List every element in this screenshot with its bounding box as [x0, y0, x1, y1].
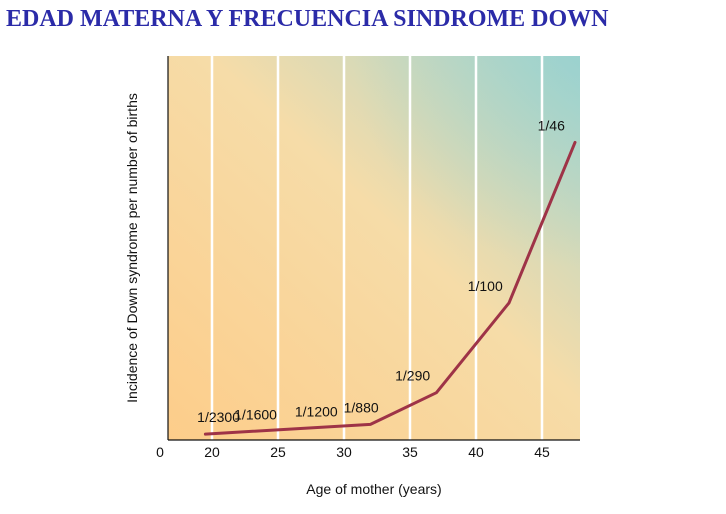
x-axis-label: Age of mother (years) [306, 481, 441, 497]
data-label-5: 1/290 [395, 368, 430, 384]
data-label-3: 1/1200 [295, 404, 338, 420]
x-tick-label-35: 35 [402, 444, 418, 460]
plot-background-glow [168, 56, 580, 440]
series-line [203, 140, 577, 436]
x-tick-labels: 0 20 25 30 35 40 45 [156, 444, 550, 460]
data-label-2: 1/1600 [234, 406, 277, 422]
page-title: EDAD MATERNA Y FRECUENCIA SINDROME DOWN [6, 6, 609, 32]
data-label-4: 1/880 [344, 399, 379, 415]
x-tick-label-40: 40 [468, 444, 484, 460]
x-tick-label-45: 45 [534, 444, 550, 460]
data-label-1: 1/2300 [197, 409, 240, 425]
x-tick-label-0: 0 [156, 444, 164, 460]
y-axis-label: Incidence of Down syndrome per number of… [124, 93, 140, 403]
x-tick-label-25: 25 [270, 444, 286, 460]
x-tick-label-30: 30 [336, 444, 352, 460]
grid-lines [210, 56, 544, 440]
x-tick-label-20: 20 [204, 444, 220, 460]
data-label-7: 1/46 [538, 117, 565, 133]
data-label-6: 1/100 [468, 278, 503, 294]
